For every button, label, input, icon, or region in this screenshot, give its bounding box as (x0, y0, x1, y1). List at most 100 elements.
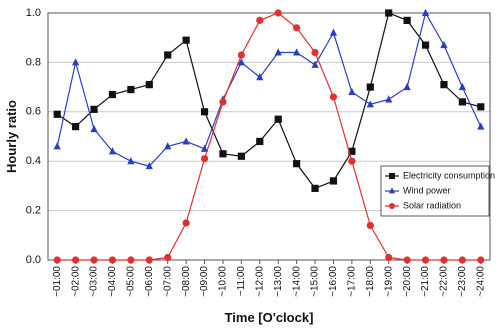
data-point-electricity-consumption (293, 160, 301, 168)
data-point-wind-power (293, 48, 301, 56)
y-tick-label: 0.4 (26, 155, 41, 167)
data-point-electricity-consumption (329, 177, 338, 185)
x-tick-label: ~09:00 (199, 266, 210, 297)
x-tick-label: ~01:00 (52, 266, 63, 297)
data-point-solar-radiation (90, 256, 98, 264)
data-point-electricity-consumption (145, 81, 153, 89)
data-point-wind-power (108, 147, 117, 155)
x-tick-label: ~20:00 (402, 266, 413, 297)
series-line-solar-radiation (57, 12, 481, 261)
legend-marker-wind-power (389, 187, 395, 194)
y-axis-title: Hourly ratio (4, 100, 19, 173)
data-point-electricity-consumption (477, 103, 485, 111)
data-point-electricity-consumption (164, 51, 172, 59)
legend-label-wind-power: Wind power (403, 185, 451, 195)
data-point-wind-power (440, 40, 448, 49)
data-point-electricity-consumption (385, 9, 393, 17)
x-axis-title: Time [O'clock] (225, 310, 314, 325)
x-tick-label: ~06:00 (144, 266, 155, 297)
data-point-solar-radiation (385, 253, 393, 262)
data-point-solar-radiation (274, 9, 282, 17)
data-point-solar-radiation (440, 256, 448, 264)
y-tick-label: 0.0 (26, 254, 41, 266)
x-tick-label: ~05:00 (126, 266, 137, 297)
x-tick-label: ~21:00 (420, 266, 431, 297)
data-point-solar-radiation (458, 256, 466, 264)
data-point-electricity-consumption (403, 16, 411, 25)
x-tick-label: ~03:00 (89, 266, 100, 297)
data-point-wind-power (200, 144, 209, 152)
data-point-solar-radiation (366, 221, 374, 230)
x-tick-label: ~14:00 (291, 266, 302, 297)
data-point-electricity-consumption (182, 36, 190, 44)
data-point-solar-radiation (348, 157, 356, 165)
data-point-electricity-consumption (108, 90, 117, 99)
x-tick-label: ~15:00 (310, 266, 321, 297)
x-tick-label: ~13:00 (273, 266, 284, 297)
data-point-wind-power (274, 48, 282, 56)
data-point-wind-power (145, 161, 153, 170)
data-point-electricity-consumption (127, 85, 135, 94)
x-tick-label: ~16:00 (328, 266, 339, 297)
data-point-wind-power (385, 95, 393, 103)
data-point-wind-power (311, 60, 319, 68)
data-point-electricity-consumption (90, 105, 98, 113)
data-point-wind-power (164, 142, 172, 150)
x-tick-label: ~10:00 (218, 266, 229, 297)
data-point-electricity-consumption (256, 137, 264, 146)
x-tick-label: ~24:00 (475, 266, 486, 297)
data-point-solar-radiation (237, 51, 245, 59)
data-point-wind-power (72, 58, 80, 66)
data-point-solar-radiation (164, 253, 172, 262)
legend-marker-electricity-consumption (389, 173, 395, 179)
y-tick-label: 0.8 (26, 56, 41, 68)
data-point-wind-power (256, 73, 264, 81)
x-tick-label: ~19:00 (383, 266, 394, 297)
data-point-electricity-consumption (440, 81, 448, 89)
data-point-solar-radiation (219, 98, 227, 106)
x-tick-label: ~04:00 (107, 266, 118, 297)
x-tick-label: ~18:00 (365, 266, 376, 297)
data-point-wind-power (477, 122, 485, 130)
data-point-electricity-consumption (274, 115, 282, 123)
data-point-electricity-consumption (311, 184, 319, 192)
x-tick-label: ~08:00 (181, 266, 192, 297)
data-point-solar-radiation (477, 256, 485, 264)
x-tick-label: ~17:00 (347, 266, 358, 297)
data-point-electricity-consumption (237, 152, 245, 160)
data-point-wind-power (182, 137, 190, 145)
data-point-solar-radiation (256, 16, 264, 25)
data-point-solar-radiation (311, 48, 319, 57)
y-tick-label: 0.2 (26, 205, 41, 217)
x-tick-label: ~11:00 (236, 266, 247, 297)
data-point-solar-radiation (127, 256, 135, 264)
data-point-electricity-consumption (219, 150, 227, 158)
data-point-wind-power (127, 157, 135, 165)
data-point-electricity-consumption (421, 41, 430, 49)
data-point-solar-radiation (108, 256, 117, 264)
legend-label-solar-radiation: Solar radiation (403, 200, 461, 210)
data-point-solar-radiation (145, 256, 153, 264)
x-tick-label: ~22:00 (439, 266, 450, 297)
data-point-solar-radiation (182, 219, 190, 227)
data-point-wind-power (329, 28, 338, 36)
data-point-wind-power (366, 100, 374, 108)
x-tick-label: ~12:00 (254, 266, 265, 297)
data-point-electricity-consumption (458, 98, 466, 106)
legend-marker-solar-radiation (389, 203, 395, 209)
y-tick-label: 1.0 (26, 7, 41, 19)
data-point-wind-power (348, 87, 356, 96)
y-tick-label: 0.6 (26, 106, 41, 118)
x-tick-label: ~23:00 (457, 266, 468, 297)
plot-area-frame (47, 12, 491, 261)
data-point-wind-power (90, 124, 98, 133)
x-tick-label: ~07:00 (162, 266, 173, 297)
x-tick-label: ~02:00 (70, 266, 81, 297)
data-point-solar-radiation (421, 256, 430, 264)
series-line-wind-power (56, 11, 482, 167)
data-point-electricity-consumption (366, 83, 374, 91)
data-point-wind-power (403, 82, 411, 91)
data-point-solar-radiation (403, 256, 411, 264)
